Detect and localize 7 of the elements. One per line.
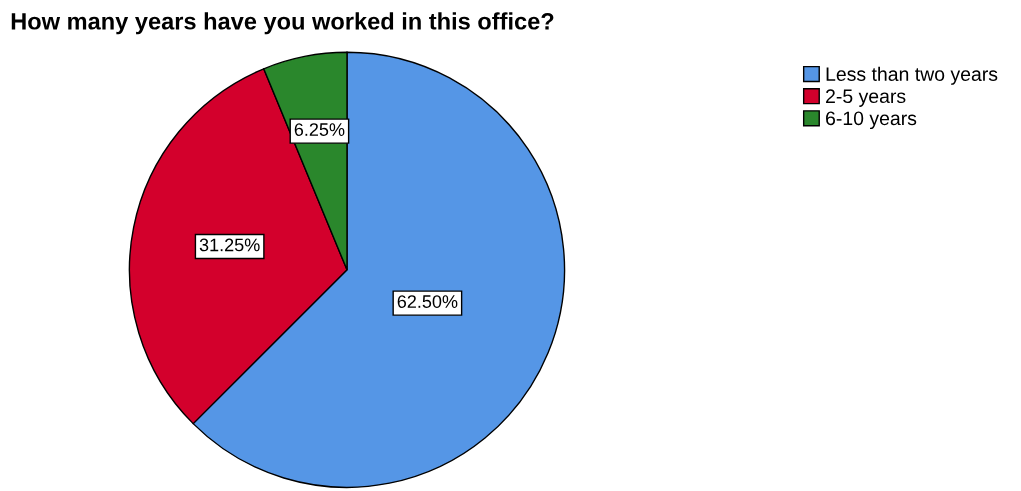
data-label: 62.50% bbox=[397, 295, 458, 308]
legend-label: Less than two years bbox=[826, 66, 998, 85]
legend-label: 6-10 years bbox=[826, 111, 917, 130]
legend-label: 2-5 years bbox=[826, 89, 906, 107]
data-label: 31.25% bbox=[199, 238, 260, 252]
data-label: 6.25% bbox=[294, 123, 345, 136]
chart-title: How many years have you worked in this office? bbox=[11, 12, 554, 35]
